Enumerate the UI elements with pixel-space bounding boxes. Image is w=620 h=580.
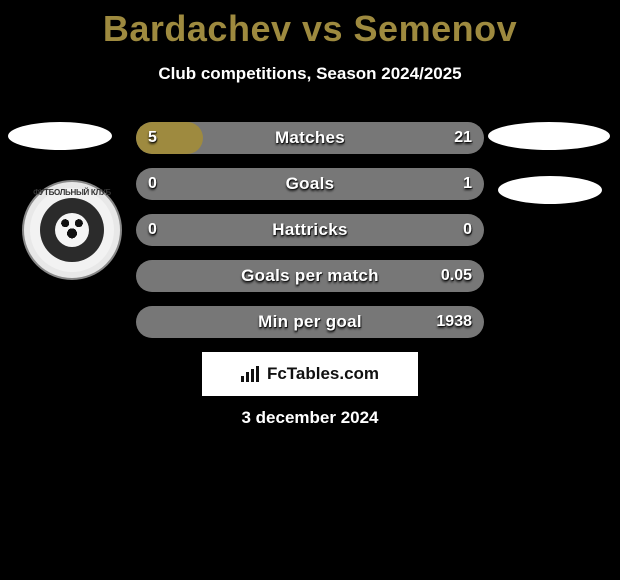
page-title: Bardachev vs Semenov (0, 0, 620, 50)
stat-row: Hattricks0 0 (136, 214, 484, 246)
decor-ellipse (488, 122, 610, 150)
stat-value-right: 0.05 (441, 260, 472, 292)
club-badge-caption: ФУТБОЛЬНЫЙ КЛУБ (24, 188, 120, 197)
stat-value-left: 5 (148, 122, 157, 154)
club-badge-ball-icon (40, 198, 104, 262)
stat-value-right: 0 (463, 214, 472, 246)
club-badge: ФУТБОЛЬНЫЙ КЛУБ (22, 180, 122, 280)
stat-value-left: 0 (148, 214, 157, 246)
decor-ellipse (498, 176, 602, 204)
decor-ellipse (8, 122, 112, 150)
comparison-bars: Matches521Goals01Hattricks00Goals per ma… (136, 122, 484, 352)
stat-label: Min per goal (136, 306, 484, 338)
stat-label: Goals per match (136, 260, 484, 292)
stat-value-right: 1938 (436, 306, 472, 338)
stat-label: Hattricks (136, 214, 484, 246)
stat-row: Min per goal1938 (136, 306, 484, 338)
bar-chart-icon (241, 366, 261, 382)
stat-row: Goals per match0.05 (136, 260, 484, 292)
brand-text: FcTables.com (267, 364, 379, 384)
stat-value-right: 1 (463, 168, 472, 200)
brand-badge: FcTables.com (202, 352, 418, 396)
stat-value-left: 0 (148, 168, 157, 200)
stat-label: Matches (136, 122, 484, 154)
page-subtitle: Club competitions, Season 2024/2025 (0, 64, 620, 84)
date-text: 3 december 2024 (0, 408, 620, 428)
stat-row: Matches5 21 (136, 122, 484, 154)
stat-row: Goals0 1 (136, 168, 484, 200)
stat-label: Goals (136, 168, 484, 200)
stat-value-right: 21 (454, 122, 472, 154)
